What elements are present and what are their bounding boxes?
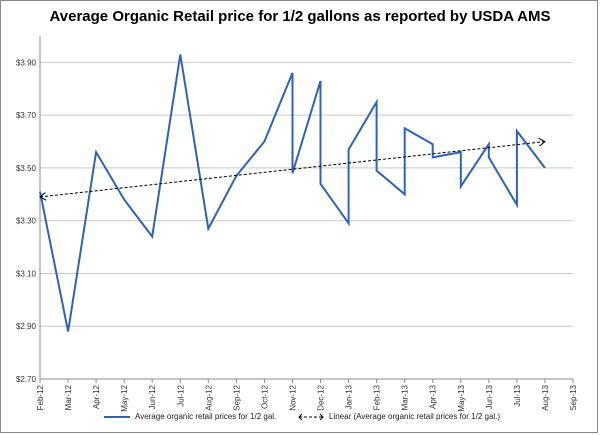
x-tick-label: Jul-13 <box>513 384 522 406</box>
y-tick-label: $2.70 <box>16 375 37 384</box>
x-tick-label: May-13 <box>457 384 466 411</box>
y-tick-label: $3.10 <box>16 269 37 278</box>
legend-label-series: Average organic retail prices for 1/2 ga… <box>135 412 277 421</box>
y-tick-label: $3.90 <box>16 58 37 67</box>
legend-trend-swatch <box>298 413 324 421</box>
legend-line-swatch <box>104 415 130 418</box>
x-tick-label: Jun-13 <box>485 384 494 409</box>
x-tick-label: Feb-12 <box>36 384 45 410</box>
y-tick-label: $3.30 <box>16 217 37 226</box>
x-tick-label: Nov-12 <box>288 384 297 410</box>
chart-title: Average Organic Retail price for 1/2 gal… <box>49 8 551 25</box>
x-tick-label: Apr-13 <box>429 384 438 409</box>
x-tick-label: Mar-12 <box>64 384 73 410</box>
y-tick-label: $2.90 <box>16 322 37 331</box>
x-tick-label: May-12 <box>120 384 129 411</box>
x-tick-label: Dec-12 <box>317 384 326 410</box>
x-tick-label: Aug-13 <box>541 384 550 410</box>
x-tick-label: Apr-12 <box>92 384 101 409</box>
y-tick-label: $3.50 <box>16 164 37 173</box>
x-tick-label: Sep-12 <box>232 384 241 410</box>
y-tick-label: $3.70 <box>16 111 37 120</box>
x-tick-label: Jun-12 <box>148 384 157 409</box>
x-tick-label: Feb-13 <box>373 384 382 410</box>
series-line-organic-prices <box>39 54 546 332</box>
x-tick-label: Oct-12 <box>260 384 269 409</box>
chart-legend: Average organic retail prices for 1/2 ga… <box>0 412 600 430</box>
x-tick-label: Aug-12 <box>204 384 213 410</box>
x-tick-label: Jan-13 <box>345 384 354 409</box>
legend-item-trend: Linear (Average organic retail prices fo… <box>298 412 500 421</box>
legend-label-trend: Linear (Average organic retail prices fo… <box>329 412 501 421</box>
legend-item-series: Average organic retail prices for 1/2 ga… <box>104 412 276 421</box>
x-tick-label: Jul-12 <box>176 384 185 406</box>
x-tick-label: Sep-13 <box>569 384 578 410</box>
x-tick-label: Mar-13 <box>401 384 410 410</box>
